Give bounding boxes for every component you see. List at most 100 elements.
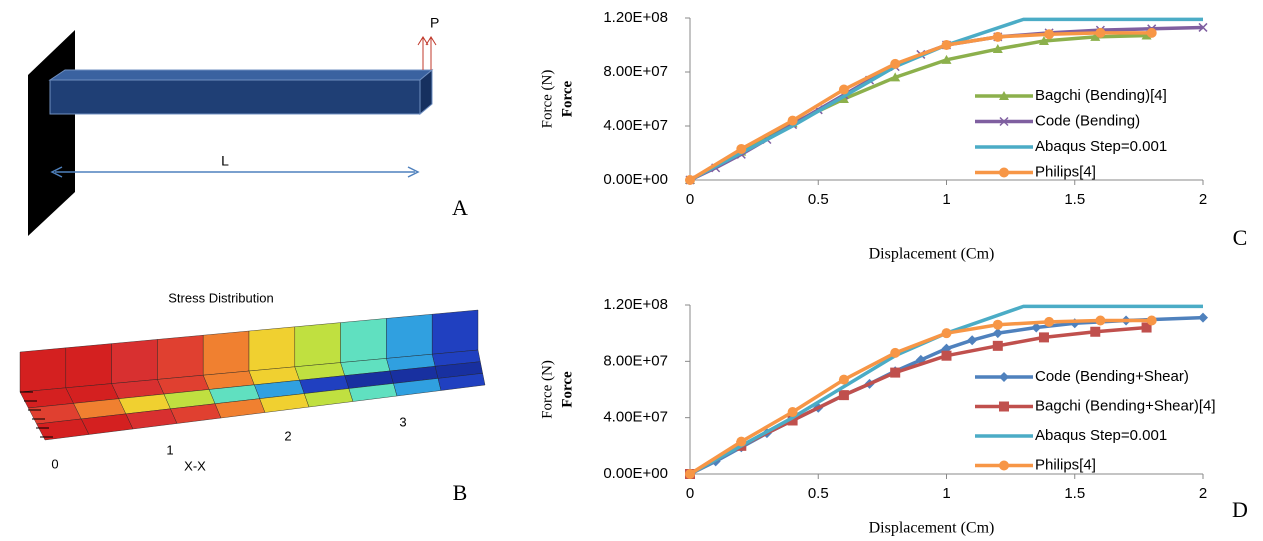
y-tick-label: 8.00E+07: [603, 63, 668, 80]
marker: [999, 372, 1009, 382]
marker: [992, 319, 1003, 330]
legend-label: Philips[4]: [1035, 456, 1096, 473]
x-axis-label: Displacement (Cm): [869, 246, 995, 263]
marker: [838, 84, 849, 95]
legend-label: Code (Bending+Shear): [1035, 368, 1189, 385]
marker: [1198, 22, 1208, 32]
marker: [838, 374, 849, 385]
tick-label: 3: [399, 414, 406, 429]
y-tick-label: 0.00E+00: [603, 171, 668, 188]
legend-label: Abaqus Step=0.001: [1035, 427, 1167, 444]
arrow-head: [50, 166, 63, 178]
beam-top: [48, 69, 434, 81]
x-tick-label: 0.5: [808, 485, 829, 502]
marker: [967, 335, 978, 346]
y-tick-label: 4.00E+07: [603, 117, 668, 134]
marker: [736, 143, 747, 154]
plot-title: Stress Distribution: [168, 290, 273, 305]
tick-label: 2: [284, 428, 291, 443]
x-tick-label: 2: [1199, 485, 1207, 502]
surface-wall: [294, 322, 341, 368]
series-line: [689, 315, 1204, 476]
wall: [28, 30, 75, 236]
marker: [1146, 27, 1157, 38]
surface-wall: [248, 326, 295, 372]
marker: [992, 44, 1003, 54]
y-tick-label: 4.00E+07: [603, 409, 668, 426]
legend-label: Philips[4]: [1035, 163, 1096, 180]
legend-label: Abaqus Step=0.001: [1035, 138, 1167, 155]
y-axis-label: Force: [559, 371, 575, 408]
y-axis-label: Force (N): [539, 70, 555, 129]
legend-label: Bagchi (Bending+Shear)[4]: [1035, 397, 1216, 414]
panel-label: B: [453, 480, 468, 505]
marker: [685, 469, 695, 479]
y-tick-label: 1.20E+08: [603, 9, 668, 26]
panel-label: D: [1232, 497, 1248, 522]
x-tick-label: 1.5: [1064, 191, 1085, 208]
marker: [890, 72, 901, 82]
series-line: [689, 31, 1152, 182]
x-tick-label: 0: [686, 485, 694, 502]
legend-label: Bagchi (Bending)[4]: [1035, 87, 1167, 104]
marker: [1141, 30, 1152, 40]
beam-front: [49, 79, 421, 115]
marker: [999, 401, 1009, 412]
marker: [999, 116, 1009, 127]
marker: [890, 58, 901, 69]
marker: [890, 347, 901, 358]
marker: [999, 167, 1009, 178]
marker: [838, 390, 849, 401]
tick-label: 0: [51, 456, 58, 471]
series-line: [689, 318, 1152, 476]
surface-wall: [65, 343, 112, 389]
x-tick-label: 1: [942, 191, 950, 208]
surface-wall: [432, 309, 479, 355]
arrow-head: [407, 166, 420, 178]
surface-wall: [386, 313, 433, 359]
marker: [1090, 31, 1101, 41]
x-tick-label: 0: [686, 191, 694, 208]
marker: [1095, 27, 1106, 38]
panel-a: P L A: [28, 15, 468, 236]
marker: [736, 436, 747, 447]
x-tick-label: 0.5: [808, 191, 829, 208]
marker: [941, 54, 952, 64]
series-line: [689, 17, 1203, 182]
series-line: [689, 304, 1203, 476]
marker: [787, 115, 798, 126]
axis-label: X-X: [184, 458, 206, 473]
marker: [992, 31, 1003, 42]
panel-label: C: [1233, 225, 1248, 250]
marker: [1141, 322, 1152, 333]
marker: [999, 460, 1009, 471]
marker: [1038, 35, 1049, 45]
y-tick-label: 1.20E+08: [603, 296, 668, 313]
marker: [1146, 315, 1157, 326]
marker: [1031, 322, 1042, 333]
marker: [941, 350, 952, 361]
marker: [1198, 312, 1208, 323]
marker: [787, 415, 798, 426]
marker: [999, 91, 1009, 100]
surface-wall: [340, 318, 387, 363]
marker: [992, 328, 1003, 339]
x-tick-label: 1.5: [1064, 485, 1085, 502]
surface-floor: [437, 373, 486, 391]
marker: [787, 407, 798, 418]
marker: [838, 94, 849, 103]
x-tick-label: 1: [942, 485, 950, 502]
series-line: [689, 33, 1147, 182]
length-label: L: [221, 153, 229, 169]
y-axis-label: Force (N): [539, 360, 555, 419]
surface-wall: [111, 339, 158, 384]
marker: [941, 40, 952, 50]
marker: [1095, 315, 1106, 326]
arrow-head: [417, 36, 429, 46]
surface-wall: [157, 334, 204, 380]
y-tick-label: 8.00E+07: [603, 352, 668, 369]
marker: [941, 328, 952, 339]
marker: [1044, 29, 1055, 40]
